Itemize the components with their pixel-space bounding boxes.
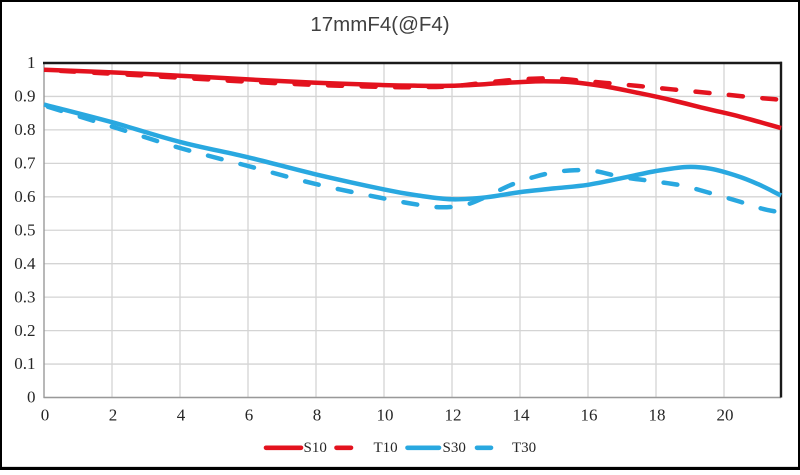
svg-text:T30: T30: [512, 440, 536, 456]
svg-text:0.9: 0.9: [14, 87, 35, 106]
svg-text:0.7: 0.7: [14, 154, 36, 173]
svg-text:14: 14: [513, 406, 531, 425]
svg-text:0.1: 0.1: [14, 354, 35, 373]
svg-text:4: 4: [177, 406, 186, 425]
svg-text:6: 6: [245, 406, 254, 425]
svg-text:0.4: 0.4: [14, 254, 36, 273]
svg-text:1: 1: [27, 53, 36, 72]
svg-text:0: 0: [41, 406, 50, 425]
svg-text:16: 16: [581, 406, 598, 425]
svg-text:12: 12: [445, 406, 462, 425]
svg-text:0.3: 0.3: [14, 287, 35, 306]
svg-text:S10: S10: [304, 440, 327, 456]
svg-text:0.6: 0.6: [14, 187, 35, 206]
svg-text:S30: S30: [443, 440, 466, 456]
svg-text:T10: T10: [374, 440, 398, 456]
svg-text:8: 8: [313, 406, 322, 425]
svg-text:17mmF4(@F4): 17mmF4(@F4): [310, 13, 449, 36]
svg-text:0.5: 0.5: [14, 220, 35, 239]
svg-text:10: 10: [377, 406, 394, 425]
svg-text:18: 18: [649, 406, 666, 425]
svg-text:0.8: 0.8: [14, 120, 35, 139]
svg-text:0: 0: [27, 388, 36, 407]
svg-text:0.2: 0.2: [14, 321, 35, 340]
svg-text:20: 20: [717, 406, 734, 425]
svg-text:2: 2: [109, 406, 118, 425]
